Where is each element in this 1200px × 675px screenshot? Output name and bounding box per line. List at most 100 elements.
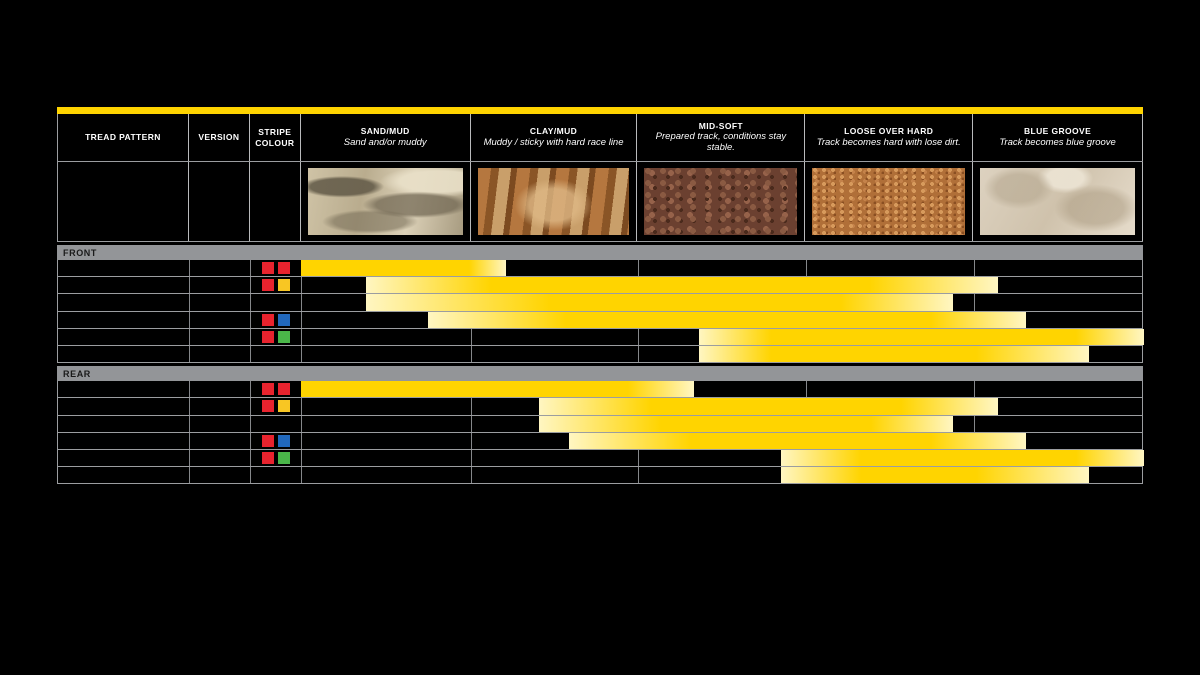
column-divider bbox=[471, 432, 472, 449]
table-row bbox=[57, 260, 1143, 278]
column-divider bbox=[189, 449, 190, 467]
stripe-swatch-red bbox=[261, 400, 274, 413]
column-label: LOOSE OVER HARD bbox=[844, 126, 934, 137]
column-divider bbox=[974, 260, 975, 277]
stripe-swatch-blue bbox=[277, 313, 290, 326]
condition-range-bar bbox=[569, 432, 1026, 449]
column-divider bbox=[974, 294, 975, 311]
column-divider bbox=[638, 449, 639, 467]
clay-mud-photo bbox=[477, 168, 630, 235]
tyre-application-chart: TREAD PATTERN VERSION STRIPE COLOUR SAND/MU… bbox=[57, 107, 1144, 485]
stripe-swatch-red bbox=[261, 262, 274, 275]
column-divider bbox=[471, 467, 472, 484]
column-header-loose: LOOSE OVER HARD Track becomes hard with l… bbox=[805, 114, 974, 161]
condition-range-bar bbox=[428, 311, 1026, 328]
column-divider bbox=[638, 260, 639, 277]
column-label: MID-SOFT bbox=[698, 120, 744, 131]
column-header-sand: SAND/MUD Sand and/or muddy bbox=[301, 114, 471, 161]
column-divider bbox=[189, 415, 190, 432]
column-divider bbox=[250, 449, 251, 467]
stripe-swatch-green bbox=[277, 330, 290, 343]
stripe-swatch-green bbox=[277, 451, 290, 464]
column-header-clay: CLAY/MUD Muddy / sticky with hard race li… bbox=[471, 114, 638, 161]
photo-cell bbox=[301, 162, 471, 241]
stripe-swatch-red bbox=[261, 279, 274, 292]
condition-range-bar bbox=[781, 449, 1144, 467]
stripe-swatch-red bbox=[277, 262, 290, 275]
column-header-version: VERSION bbox=[189, 114, 250, 161]
photo-cell bbox=[637, 162, 806, 241]
section-label: FRONT bbox=[63, 247, 97, 258]
column-header-tread: TREAD PATTERN bbox=[58, 114, 189, 161]
column-divider bbox=[638, 467, 639, 484]
mid-soft-photo bbox=[644, 168, 798, 235]
empty-cell bbox=[250, 162, 301, 241]
table-row bbox=[57, 449, 1144, 468]
terrain-photo-row bbox=[57, 162, 1143, 242]
column-divider bbox=[250, 294, 251, 311]
photo-cell bbox=[805, 162, 974, 241]
column-divider bbox=[250, 432, 251, 449]
stripe-swatch-red bbox=[261, 313, 274, 326]
column-subtitle: Muddy / sticky with hard race line bbox=[483, 136, 624, 148]
column-divider bbox=[301, 415, 302, 432]
column-divider bbox=[189, 260, 190, 277]
condition-range-bar bbox=[301, 381, 694, 398]
condition-range-bar bbox=[301, 260, 506, 277]
column-divider bbox=[471, 449, 472, 467]
table-row bbox=[57, 345, 1143, 364]
column-divider bbox=[189, 311, 190, 328]
column-divider bbox=[250, 260, 251, 277]
stripe-swatch-red bbox=[261, 330, 274, 343]
column-divider bbox=[250, 277, 251, 294]
column-label: VERSION bbox=[198, 132, 240, 143]
column-divider bbox=[301, 328, 302, 345]
column-divider bbox=[638, 345, 639, 363]
stripe-colour-cell bbox=[250, 260, 301, 276]
column-divider bbox=[806, 260, 807, 277]
header-row: TREAD PATTERN VERSION STRIPE COLOUR SAND/MU… bbox=[57, 114, 1143, 162]
column-label: STRIPE COLOUR bbox=[255, 127, 295, 148]
photo-cell bbox=[471, 162, 638, 241]
column-divider bbox=[974, 381, 975, 398]
column-divider bbox=[250, 311, 251, 328]
column-header-stripe: STRIPE COLOUR bbox=[250, 114, 301, 161]
column-divider bbox=[471, 415, 472, 432]
condition-range-bar bbox=[699, 345, 1089, 363]
sections-container: FRONT REAR bbox=[57, 245, 1144, 485]
empty-cell bbox=[189, 162, 250, 241]
stripe-colour-cell bbox=[250, 312, 301, 328]
column-divider bbox=[471, 328, 472, 345]
column-divider bbox=[301, 449, 302, 467]
blue-groove-photo bbox=[980, 168, 1135, 235]
sand-mud-photo bbox=[307, 168, 463, 235]
column-divider bbox=[301, 294, 302, 311]
column-subtitle: Sand and/or muddy bbox=[343, 136, 427, 148]
column-divider bbox=[301, 311, 302, 328]
condition-range-bar bbox=[366, 277, 998, 294]
column-divider bbox=[471, 345, 472, 363]
column-divider bbox=[189, 328, 190, 345]
column-divider bbox=[189, 294, 190, 311]
column-divider bbox=[189, 467, 190, 484]
column-label: BLUE GROOVE bbox=[1023, 126, 1092, 137]
column-label: CLAY/MUD bbox=[529, 126, 578, 137]
column-divider bbox=[301, 432, 302, 449]
stripe-colour-cell bbox=[250, 398, 301, 414]
column-divider bbox=[301, 467, 302, 484]
condition-range-bar bbox=[699, 328, 1144, 345]
stripe-colour-cell bbox=[250, 329, 301, 345]
section-label: REAR bbox=[63, 368, 91, 379]
stripe-swatch-yellow bbox=[277, 279, 290, 292]
column-divider bbox=[471, 398, 472, 415]
column-subtitle: Prepared track, conditions stay stable. bbox=[655, 131, 787, 154]
stripe-swatch-red bbox=[261, 451, 274, 464]
column-label: SAND/MUD bbox=[360, 126, 410, 137]
condition-range-bar bbox=[539, 398, 998, 415]
column-divider bbox=[250, 398, 251, 415]
stripe-colour-cell bbox=[250, 433, 301, 449]
column-divider bbox=[638, 328, 639, 345]
column-divider bbox=[189, 381, 190, 398]
accent-bar bbox=[57, 107, 1143, 114]
column-divider bbox=[250, 328, 251, 345]
